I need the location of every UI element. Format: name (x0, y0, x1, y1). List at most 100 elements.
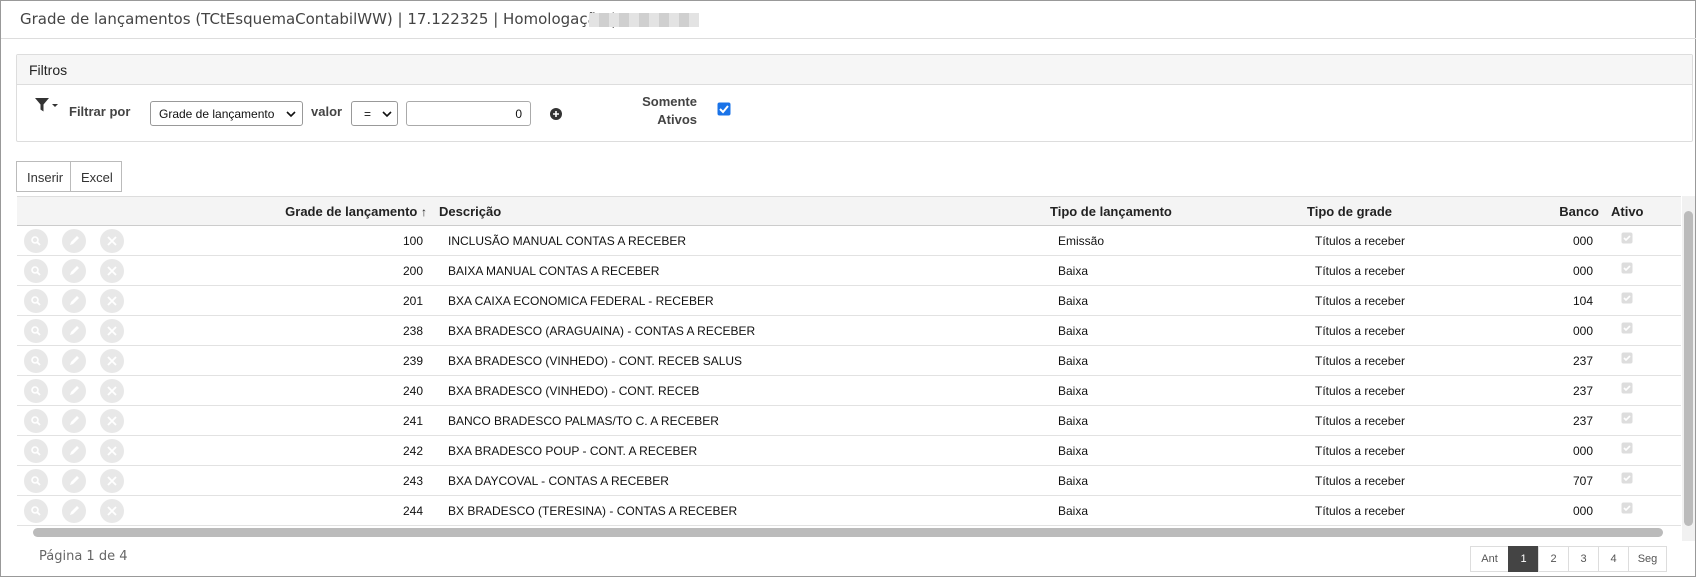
edit-icon[interactable] (61, 378, 87, 404)
action-cell (55, 255, 93, 286)
cell: Baixa (1044, 255, 1301, 286)
view-icon[interactable] (23, 468, 49, 494)
cell: 104 (1521, 285, 1605, 316)
header-cell[interactable]: Tipo de grade (1301, 196, 1521, 226)
active-checkbox (1621, 352, 1633, 363)
row: 241 BANCO BRADESCO PALMAS/TO C. A RECEBER… (17, 405, 1681, 436)
action-cell (17, 435, 55, 466)
active-cell (1605, 495, 1681, 526)
view-icon[interactable] (23, 408, 49, 434)
del-icon[interactable] (99, 288, 125, 314)
del-icon[interactable] (99, 378, 125, 404)
edit-icon[interactable] (61, 288, 87, 314)
page-button[interactable]: 1 (1508, 546, 1539, 572)
select-value: Grade de lançamento (159, 107, 275, 121)
del-icon[interactable] (99, 438, 125, 464)
cell: 243 (131, 465, 433, 496)
add-filter[interactable] (549, 107, 563, 121)
filter-icon[interactable] (33, 95, 61, 115)
edit-icon[interactable] (61, 348, 87, 374)
insert-button[interactable]: Inserir (16, 161, 71, 192)
active-cell (1605, 405, 1681, 436)
cell: 000 (1521, 315, 1605, 346)
active-checkbox (1621, 382, 1633, 393)
header-cell[interactable]: Descrição (433, 196, 1044, 226)
cell: Baixa (1044, 315, 1301, 346)
del-icon[interactable] (99, 498, 125, 524)
v-scrollbar[interactable] (1684, 211, 1693, 526)
only-active-label: Somente Ativos (642, 94, 697, 127)
del-icon[interactable] (99, 228, 125, 254)
cell: INCLUSÃO MANUAL CONTAS A RECEBER (433, 225, 1044, 256)
action-cell (17, 345, 55, 376)
filter-title: Filtros (17, 55, 1692, 85)
action-cell (93, 435, 131, 466)
operator-select[interactable]: = (351, 101, 398, 126)
cell: Títulos a receber (1301, 495, 1521, 526)
cell: Títulos a receber (1301, 405, 1521, 436)
edit-icon[interactable] (61, 318, 87, 344)
del-icon[interactable] (99, 318, 125, 344)
del-icon[interactable] (99, 258, 125, 284)
active-cell (1605, 285, 1681, 316)
cell: Baixa (1044, 465, 1301, 496)
h-scrollbar[interactable] (33, 528, 1663, 537)
edit-icon[interactable] (61, 468, 87, 494)
row: 242 BXA BRADESCO POUP - CONT. A RECEBER Ba… (17, 435, 1681, 466)
row: 240 BXA BRADESCO (VINHEDO) - CONT. RECEB B… (17, 375, 1681, 406)
active-cell (1605, 225, 1681, 256)
cell: 241 (131, 405, 433, 436)
del-icon[interactable] (99, 408, 125, 434)
active-checkbox (1621, 322, 1633, 333)
filter-by-select[interactable]: Grade de lançamento (150, 101, 303, 126)
view-icon[interactable] (23, 348, 49, 374)
page-button[interactable]: Seg (1628, 546, 1667, 572)
header-cell[interactable]: Banco (1521, 196, 1605, 226)
edit-icon[interactable] (61, 258, 87, 284)
edit-icon[interactable] (61, 228, 87, 254)
value-input[interactable]: 0 (406, 101, 531, 126)
active-cell (1605, 375, 1681, 406)
view-icon[interactable] (23, 438, 49, 464)
view-icon[interactable] (23, 288, 49, 314)
header-cell[interactable]: Ativo (1605, 196, 1681, 226)
cell: BAIXA MANUAL CONTAS A RECEBER (433, 255, 1044, 286)
page-button[interactable]: 3 (1568, 546, 1599, 572)
action-cell (93, 405, 131, 436)
action-cell (93, 285, 131, 316)
page-button[interactable]: Ant (1470, 546, 1509, 572)
edit-icon[interactable] (61, 408, 87, 434)
view-icon[interactable] (23, 498, 49, 524)
cell: Baixa (1044, 345, 1301, 376)
row: 244 BX BRADESCO (TERESINA) - CONTAS A REC… (17, 495, 1681, 526)
del-icon[interactable] (99, 468, 125, 494)
cell: 707 (1521, 465, 1605, 496)
cell: Baixa (1044, 435, 1301, 466)
cell: Títulos a receber (1301, 225, 1521, 256)
action-cell (93, 495, 131, 526)
cell: Títulos a receber (1301, 345, 1521, 376)
cell: BANCO BRADESCO PALMAS/TO C. A RECEBER (433, 405, 1044, 436)
action-cell (55, 435, 93, 466)
only-active-checkbox[interactable] (717, 102, 731, 116)
view-icon[interactable] (23, 378, 49, 404)
view-icon[interactable] (23, 258, 49, 284)
header-cell[interactable]: Tipo de lançamento (1044, 196, 1301, 226)
action-cell (55, 285, 93, 316)
action-cell (17, 315, 55, 346)
view-icon[interactable] (23, 228, 49, 254)
page-button[interactable]: 4 (1598, 546, 1629, 572)
active-checkbox (1621, 472, 1633, 483)
header-row: Grade de lançamento ↑ Descrição Tipo de … (17, 196, 1681, 226)
action-cell (55, 495, 93, 526)
row: 239 BXA BRADESCO (VINHEDO) - CONT. RECEB … (17, 345, 1681, 376)
view-icon[interactable] (23, 318, 49, 344)
excel-button[interactable]: Excel (70, 161, 122, 192)
header-cell[interactable]: Grade de lançamento ↑ (131, 196, 433, 226)
edit-icon[interactable] (61, 438, 87, 464)
page-button[interactable]: 2 (1538, 546, 1569, 572)
del-icon[interactable] (99, 348, 125, 374)
edit-icon[interactable] (61, 498, 87, 524)
